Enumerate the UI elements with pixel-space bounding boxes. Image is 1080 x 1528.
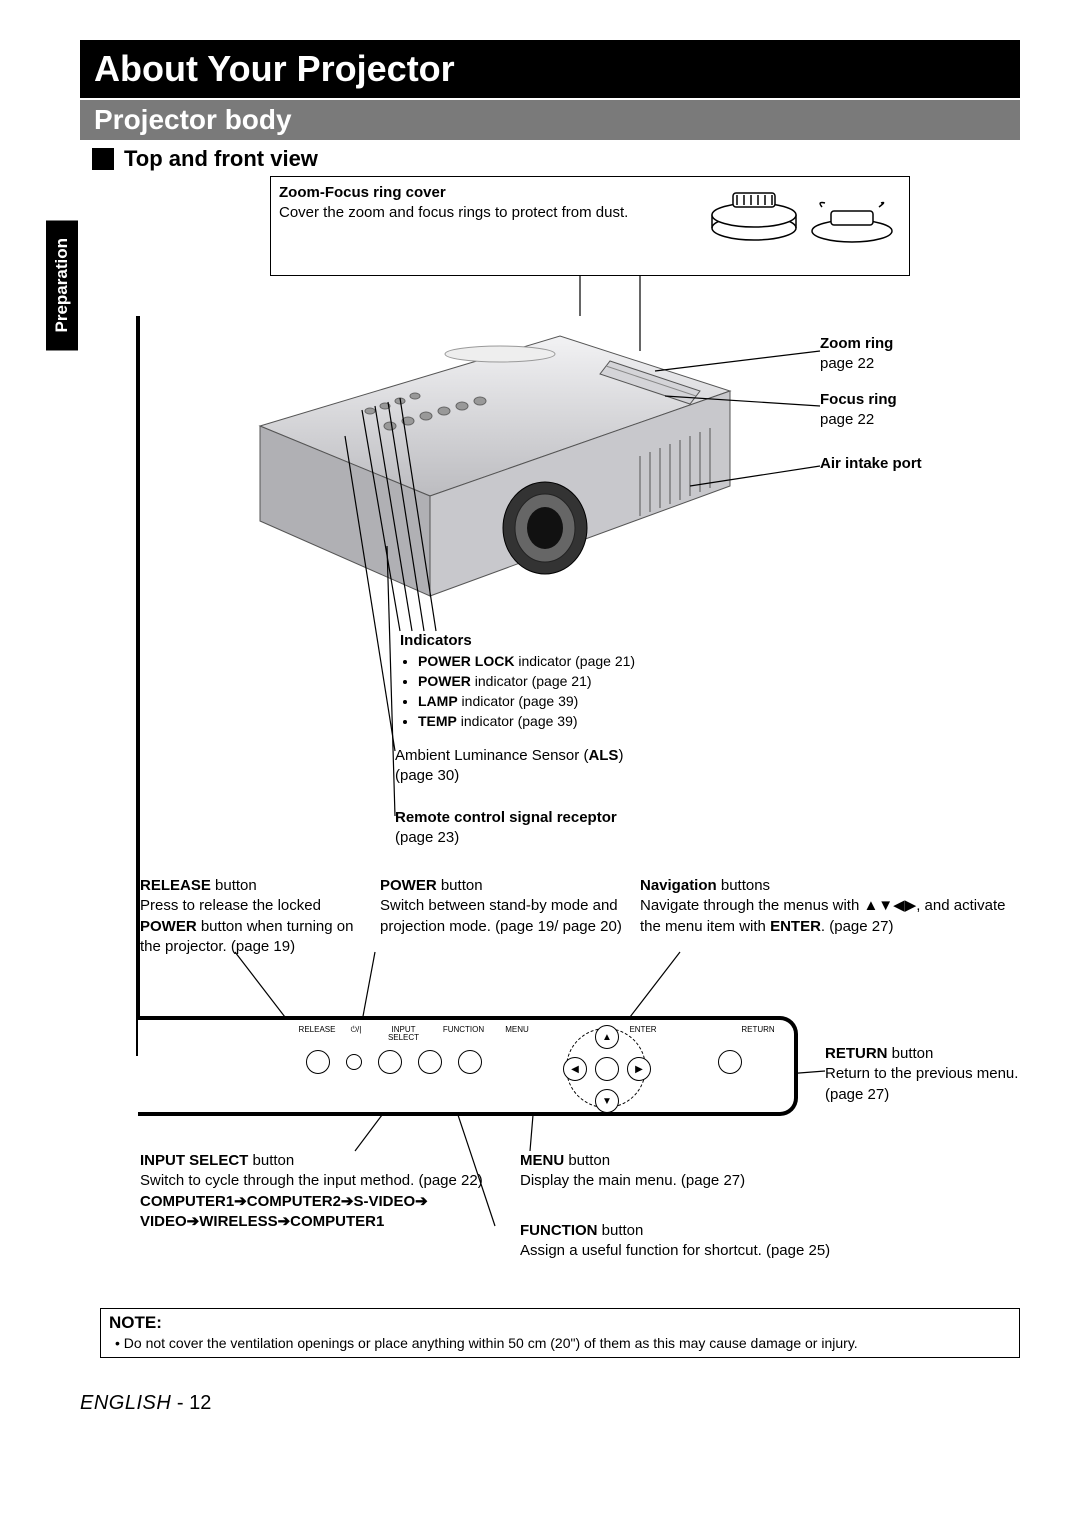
note-text: • Do not cover the ventilation openings … bbox=[115, 1335, 1011, 1351]
zoom-focus-cover-heading: Zoom-Focus ring cover bbox=[279, 184, 446, 201]
label-indicators: Indicators POWER LOCK indicator (page 21… bbox=[400, 631, 780, 732]
panel-label-power: ⏻/| bbox=[346, 1026, 366, 1042]
page-footer: ENGLISH - 12 bbox=[80, 1392, 1020, 1415]
nav-left-button: ◀ bbox=[563, 1057, 587, 1081]
section-heading: Projector body bbox=[80, 100, 1020, 140]
nav-up-button: ▲ bbox=[595, 1025, 619, 1049]
panel-return-button bbox=[718, 1050, 742, 1074]
footer-sep: - bbox=[171, 1392, 189, 1414]
navigation-cluster: ▲ ◀ ▶ ▼ bbox=[566, 1028, 646, 1108]
indicator-item: LAMP indicator (page 39) bbox=[418, 692, 780, 711]
panel-power-button bbox=[346, 1054, 362, 1070]
remote-heading: Remote control signal receptor bbox=[395, 809, 617, 826]
panel-function-button bbox=[418, 1050, 442, 1074]
panel-label-return: RETURN bbox=[738, 1026, 778, 1042]
label-menu-button: MENU button Display the main menu. (page… bbox=[520, 1151, 780, 1192]
focus-ring-page: page 22 bbox=[820, 411, 874, 428]
indicators-heading: Indicators bbox=[400, 632, 472, 649]
panel-label-release: RELEASE bbox=[298, 1026, 336, 1042]
control-panel-illustration: RELEASE ⏻/| INPUT SELECT FUNCTION MENU E… bbox=[138, 1016, 798, 1116]
sidebar-tab-preparation: Preparation bbox=[46, 220, 78, 350]
label-input-select: INPUT SELECT button Switch to cycle thro… bbox=[140, 1151, 510, 1232]
indicator-item: POWER LOCK indicator (page 21) bbox=[418, 652, 780, 671]
label-focus-ring: Focus ring page 22 bbox=[820, 390, 897, 431]
footer-language: ENGLISH bbox=[80, 1392, 171, 1414]
footer-page-number: 12 bbox=[189, 1392, 211, 1414]
label-navigation-buttons: Navigation buttons Navigate through the … bbox=[640, 876, 1010, 937]
nav-down-button: ▼ bbox=[595, 1089, 619, 1113]
panel-menu-button bbox=[458, 1050, 482, 1074]
zoom-ring-title: Zoom ring bbox=[820, 335, 893, 352]
bullet-square-icon bbox=[92, 148, 114, 170]
label-remote-receptor: Remote control signal receptor (page 23) bbox=[395, 808, 755, 849]
air-intake-title: Air intake port bbox=[820, 455, 922, 472]
page-title: About Your Projector bbox=[80, 40, 1020, 98]
input-chain: COMPUTER1➔COMPUTER2➔S-VIDEO➔ VIDEO➔WIREL… bbox=[140, 1193, 428, 1230]
panel-label-menu: MENU bbox=[496, 1026, 538, 1042]
focus-ring-title: Focus ring bbox=[820, 391, 897, 408]
panel-label-input: INPUT SELECT bbox=[376, 1026, 431, 1042]
panel-input-select-button bbox=[378, 1050, 402, 1074]
note-box: NOTE: • Do not cover the ventilation ope… bbox=[100, 1308, 1020, 1358]
zoom-focus-cover-text: Cover the zoom and focus rings to protec… bbox=[279, 204, 628, 221]
zoom-focus-cover-box: Zoom-Focus ring cover Cover the zoom and… bbox=[270, 176, 910, 276]
label-release-button: RELEASE button Press to release the lock… bbox=[140, 876, 370, 957]
note-title: NOTE: bbox=[109, 1313, 1011, 1333]
label-zoom-ring: Zoom ring page 22 bbox=[820, 334, 893, 375]
subheading-text: Top and front view bbox=[124, 146, 318, 172]
nav-right-button: ▶ bbox=[627, 1057, 651, 1081]
label-als: Ambient Luminance Sensor (ALS) (page 30) bbox=[395, 746, 755, 787]
projector-illustration bbox=[200, 306, 720, 586]
ring-cover-icon bbox=[699, 183, 899, 263]
panel-label-function: FUNCTION bbox=[441, 1026, 486, 1042]
indicator-item: POWER indicator (page 21) bbox=[418, 672, 780, 691]
figure-area: Zoom-Focus ring cover Cover the zoom and… bbox=[100, 176, 1020, 1356]
label-return-button: RETURN button Return to the previous men… bbox=[825, 1044, 1025, 1105]
indicator-item: TEMP indicator (page 39) bbox=[418, 712, 780, 731]
subsection-heading: Top and front view bbox=[92, 146, 1020, 172]
zoom-ring-page: page 22 bbox=[820, 355, 874, 372]
panel-release-button bbox=[306, 1050, 330, 1074]
label-power-button: POWER button Switch between stand-by mod… bbox=[380, 876, 630, 937]
label-function-button: FUNCTION button Assign a useful function… bbox=[520, 1221, 860, 1262]
nav-enter-button bbox=[595, 1057, 619, 1081]
label-air-intake: Air intake port bbox=[820, 454, 922, 474]
